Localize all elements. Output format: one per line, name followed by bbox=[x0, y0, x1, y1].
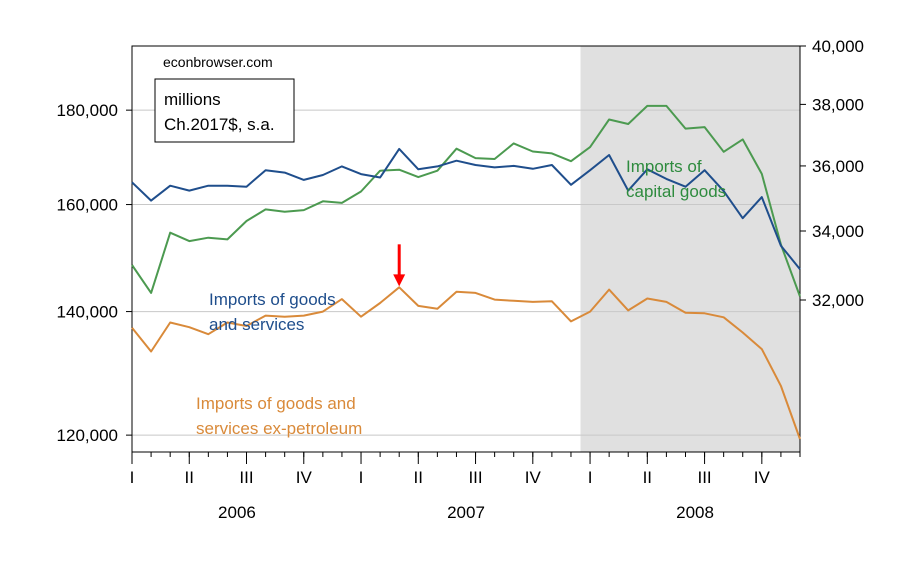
quarter-label: III bbox=[468, 468, 482, 487]
left-tick-label: 180,000 bbox=[57, 101, 118, 120]
left-tick-label: 160,000 bbox=[57, 196, 118, 215]
right-tick-label: 32,000 bbox=[812, 291, 864, 310]
right-axis: 32,000 34,000 36,000 38,000 40,000 bbox=[800, 37, 864, 310]
capital-goods-label-line-2: capital goods bbox=[626, 182, 726, 201]
goods-services-label-line-2: and services bbox=[209, 315, 304, 334]
arrow-head bbox=[393, 274, 406, 287]
units-line-2: Ch.2017$, s.a. bbox=[164, 115, 275, 134]
quarter-label: II bbox=[643, 468, 652, 487]
capital-goods-label-line-1: Imports of bbox=[626, 157, 702, 176]
plot-frame bbox=[131, 45, 801, 453]
quarter-label: III bbox=[697, 468, 711, 487]
quarter-label: IV bbox=[754, 468, 771, 487]
quarter-label: I bbox=[359, 468, 364, 487]
series-line-1 bbox=[131, 104, 801, 297]
quarter-label: I bbox=[130, 468, 135, 487]
year-label: 2007 bbox=[447, 503, 485, 522]
quarter-label: IV bbox=[525, 468, 542, 487]
units-line-1: millions bbox=[164, 90, 221, 109]
left-tick-label: 120,000 bbox=[57, 426, 118, 445]
quarter-label: III bbox=[239, 468, 253, 487]
right-tick-label: 38,000 bbox=[812, 95, 864, 114]
goods-services-label-line-1: Imports of goods bbox=[209, 290, 336, 309]
recession-shading bbox=[580, 46, 800, 452]
units-box bbox=[154, 78, 295, 143]
right-tick-label: 40,000 bbox=[812, 37, 864, 56]
ex-petroleum-label-line-1: Imports of goods and bbox=[196, 394, 356, 413]
year-label: 2008 bbox=[676, 503, 714, 522]
series-line-2 bbox=[131, 147, 801, 270]
quarter-label: II bbox=[414, 468, 423, 487]
left-axis: 120,000 140,000 160,000 180,000 bbox=[57, 101, 132, 445]
series-layer bbox=[131, 104, 801, 440]
quarter-label: I bbox=[588, 468, 593, 487]
right-tick-label: 36,000 bbox=[812, 157, 864, 176]
quarter-label: IV bbox=[296, 468, 313, 487]
ex-petroleum-label-line-2: services ex-petroleum bbox=[196, 419, 362, 438]
series-line-3 bbox=[131, 286, 801, 440]
source-label: econbrowser.com bbox=[163, 54, 273, 70]
year-label: 2006 bbox=[218, 503, 256, 522]
left-tick-label: 140,000 bbox=[57, 303, 118, 322]
right-tick-label: 34,000 bbox=[812, 222, 864, 241]
quarter-label: II bbox=[185, 468, 194, 487]
peak-arrow bbox=[393, 244, 406, 287]
